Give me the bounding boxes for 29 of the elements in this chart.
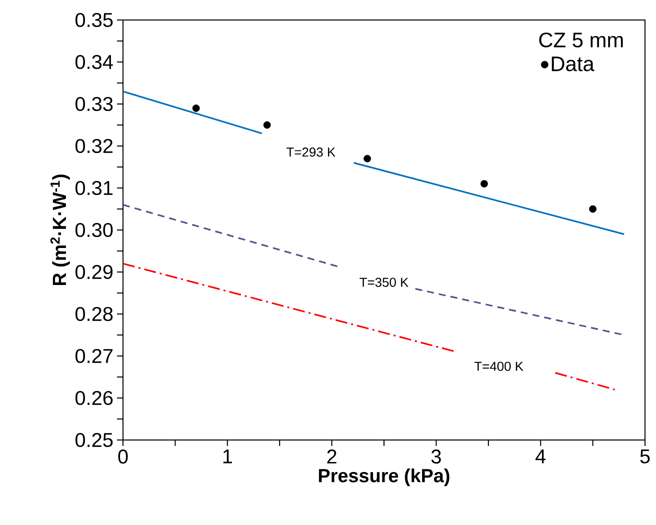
x-axis-title: Pressure (kPa) xyxy=(318,468,450,486)
y-tick-label: 0.27 xyxy=(75,348,112,364)
x-tick-label: 1 xyxy=(223,450,232,464)
legend-title: CZ 5 mm xyxy=(539,32,623,48)
point xyxy=(192,104,200,112)
annotation: T=293 K xyxy=(286,148,336,157)
x-tick-label: 2 xyxy=(327,450,336,464)
x-tick-label: 5 xyxy=(640,450,650,464)
y-tick-label: 0.33 xyxy=(75,96,113,112)
y-tick-label: 0.26 xyxy=(75,390,113,406)
point xyxy=(364,154,371,162)
x-tick-label: 0 xyxy=(118,450,128,464)
point xyxy=(480,180,488,188)
y-tick-label: 0.32 xyxy=(75,138,112,154)
y-tick-label: 0.28 xyxy=(75,306,113,322)
point xyxy=(263,121,271,129)
y-tick-label: 0.34 xyxy=(75,54,113,70)
y-tick-label: 0.30 xyxy=(75,222,113,238)
x-tick-label: 3 xyxy=(431,450,441,464)
annotation: T=350 K xyxy=(360,278,409,287)
x-tick-label: 4 xyxy=(536,450,546,464)
legend-label: Data xyxy=(552,56,594,72)
y-tick-label: 0.31 xyxy=(75,180,113,196)
y-tick-label: 0.29 xyxy=(75,264,113,280)
y-tick-label: 0.35 xyxy=(75,12,113,28)
annotation: T=400 K xyxy=(474,362,524,371)
y-axis-title: R (m$^{2}$·K·W$^{-1}$) xyxy=(50,174,70,286)
point xyxy=(589,205,597,213)
y-tick-label: 0.25 xyxy=(75,432,113,448)
